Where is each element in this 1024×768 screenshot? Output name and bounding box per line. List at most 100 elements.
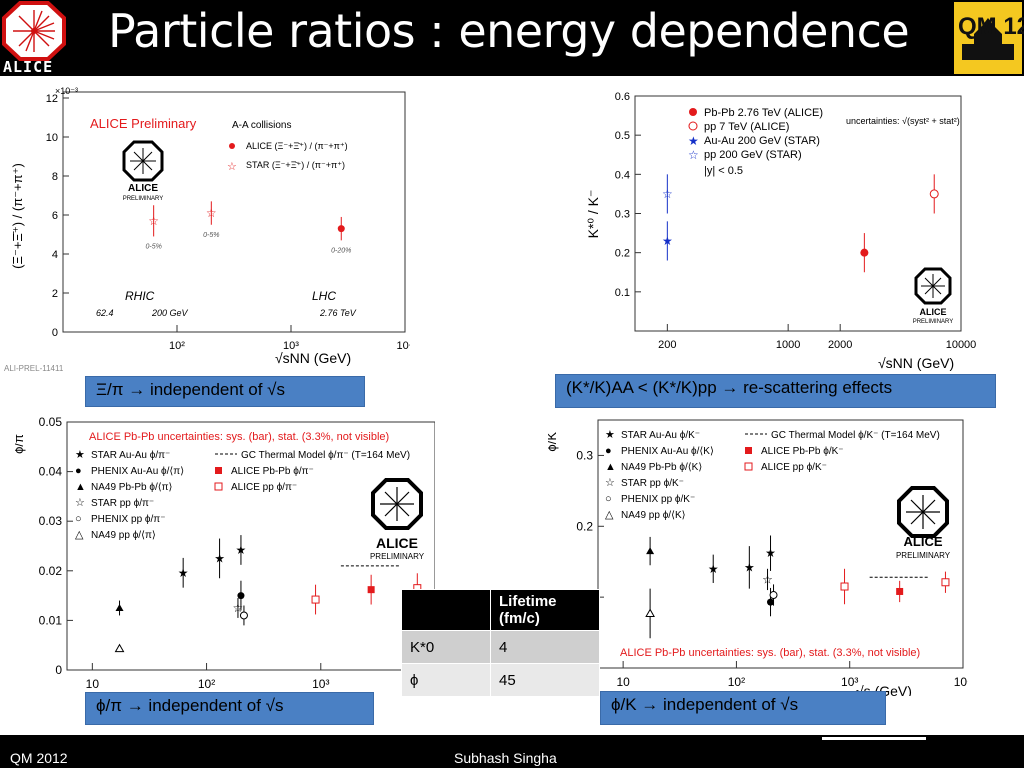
legend-label: STAR pp ϕ/K⁻ — [621, 478, 684, 489]
legend-alice-pp: ALICE pp ϕ/K⁻ — [761, 462, 827, 473]
uncertainties-note: ALICE Pb-Pb uncertainties: sys. (bar), s… — [89, 431, 389, 443]
energy-62: 62.4 — [96, 308, 114, 318]
data-point — [115, 604, 124, 611]
rhic-label: RHIC — [125, 289, 155, 303]
x-tick-label: 10 — [616, 675, 630, 689]
data-point — [840, 582, 849, 591]
alice-preliminary-badge: ALICE PRELIMINARY — [122, 140, 164, 202]
legend-pbpb: Pb-Pb 2.76 TeV (ALICE) — [704, 107, 823, 119]
x-tick-label: 10³ — [312, 677, 329, 691]
data-point — [769, 591, 778, 600]
y-tick-label: 0.4 — [615, 169, 630, 181]
y-tick-label: 0.6 — [615, 91, 630, 103]
y-tick-label: 0.01 — [39, 613, 63, 627]
uncertainties-note: uncertainties: √(syst² + stat²) — [846, 116, 960, 126]
data-point: ☆ — [206, 206, 217, 220]
centrality-label: 0-20% — [331, 247, 351, 254]
table-cell: 45 — [490, 663, 600, 697]
x-axis-label: √sNN (GeV) — [275, 350, 351, 366]
legend-label: PHENIX Au-Au ϕ/⟨π⟩ — [91, 466, 184, 477]
y-tick-label: 0 — [52, 327, 58, 339]
y-tick-label: 0.2 — [615, 248, 630, 260]
data-point — [646, 547, 655, 555]
footer-conference: QM 2012 — [10, 750, 68, 766]
lhc-label: LHC — [312, 289, 336, 303]
energy-276: 2.76 TeV — [319, 308, 357, 318]
alice-preliminary-badge: ALICE PRELIMINARY — [896, 486, 951, 560]
rapidity-note: |y| < 0.5 — [704, 165, 743, 177]
data-point — [896, 587, 904, 595]
data-point: ★ — [744, 560, 755, 574]
lifetime-table: Lifetime (fm/c) K*0 4 ϕ 45 — [401, 589, 600, 697]
caption-phi-k: ϕ/K → independent of √s — [600, 691, 886, 725]
data-point — [929, 189, 939, 199]
legend-pp200: pp 200 GeV (STAR) — [704, 149, 802, 161]
x-tick-label: 10² — [728, 675, 745, 689]
table-row: ϕ 45 — [401, 663, 600, 697]
data-point — [645, 608, 655, 617]
data-point: ★ — [765, 546, 776, 560]
legend-label: STAR Au-Au ϕ/π⁻ — [91, 450, 170, 461]
table-cell: 4 — [490, 630, 600, 664]
footer-author: Subhash Singha — [454, 750, 557, 766]
data-point: ★ — [236, 543, 247, 557]
legend-marker: ☆ — [75, 497, 85, 509]
legend-marker: ☆ — [605, 477, 615, 489]
x-tick-label: 200 — [658, 339, 676, 351]
data-point: ★ — [708, 562, 719, 576]
y-tick-label: 0.02 — [39, 564, 63, 578]
legend-label: NA49 Pb-Pb ϕ/⟨K⟩ — [621, 462, 702, 473]
uncertainties-note: ALICE Pb-Pb uncertainties: sys. (bar), s… — [620, 647, 920, 659]
y-axis-label: ϕ/K — [548, 432, 559, 452]
table-cell: K*0 — [401, 630, 491, 664]
y-axis-label: ϕ/π — [15, 434, 26, 454]
legend-marker: △ — [75, 529, 84, 541]
legend-marker-auau: ★ — [688, 134, 699, 148]
y-axis-label: (Ξ⁻+Ξ̄⁺) / (π⁻+π⁺) — [10, 163, 25, 269]
legend-star: STAR (Ξ⁻+Ξ̄⁺) / (π⁻+π⁺) — [246, 160, 345, 170]
legend-marker-alice — [229, 143, 235, 149]
qm-logo-text: QM 12 — [958, 13, 1024, 40]
legend-marker: ○ — [75, 513, 82, 525]
legend-pp7: pp 7 TeV (ALICE) — [704, 121, 789, 133]
badge-preliminary: PRELIMINARY — [913, 319, 954, 325]
y-tick-label: 2 — [52, 288, 58, 300]
legend-thermal: GC Thermal Model ϕ/π⁻ (T=164 MeV) — [241, 450, 410, 461]
x-tick-label: 10⁴ — [954, 675, 968, 689]
y-tick-label: 0.3 — [615, 209, 630, 221]
table-cell: ϕ — [401, 663, 491, 697]
legend-marker: ● — [75, 465, 82, 477]
legend-marker-pp200: ☆ — [688, 148, 699, 162]
caption-phi-pi-text: ϕ/π → independent of √s — [96, 696, 284, 715]
legend-label: NA49 pp ϕ/⟨K⟩ — [621, 510, 686, 521]
legend-alice-pbpb: ALICE Pb-Pb ϕ/K⁻ — [761, 446, 844, 457]
chart-xi-pi: 0 2 4 6 8 10 12 10² 10³ 10⁴ ×10⁻³ ALICE Prelimin… — [0, 86, 410, 372]
data-point: ★ — [178, 566, 189, 580]
data-point — [767, 598, 775, 606]
badge-alice: ALICE — [128, 183, 158, 194]
alice-preliminary-label: ALICE Preliminary — [90, 116, 197, 131]
y-multiplier: ×10⁻³ — [55, 86, 78, 96]
centrality-label: 0-5% — [145, 243, 161, 250]
table-header-empty — [401, 589, 491, 631]
footnote: ALI-PREL-11411 — [4, 364, 64, 372]
table-row: K*0 4 — [401, 630, 600, 664]
energy-200: 200 GeV — [151, 308, 189, 318]
data-point — [941, 578, 950, 587]
legend-marker-pp7 — [688, 121, 698, 131]
legend-label: NA49 pp ϕ/⟨π⟩ — [91, 530, 156, 541]
legend-label: STAR Au-Au ϕ/K⁻ — [621, 430, 700, 441]
chart-phi-pi: 00.010.020.030.040.05 1010²10³10⁴ ALICE … — [15, 412, 435, 698]
badge-alice: ALICE — [376, 535, 418, 551]
caption-kstar-k: (K*/K)AA < (K*/K)pp → re-scattering effe… — [555, 374, 996, 408]
x-tick-label: 10³ — [283, 340, 299, 352]
caption-phi-pi: ϕ/π → independent of √s — [85, 692, 374, 725]
legend-alice-pp: ALICE pp ϕ/π⁻ — [231, 482, 297, 493]
legend-label: PHENIX pp ϕ/K⁻ — [621, 494, 695, 505]
y-tick-label: 0.2 — [576, 519, 593, 533]
legend-marker-pbpb — [689, 108, 697, 116]
data-point — [114, 643, 125, 653]
x-tick-label: 10³ — [841, 675, 858, 689]
x-tick-label: 10 — [86, 677, 100, 691]
caption-xi-pi: Ξ/π → independent of √s — [85, 376, 365, 407]
